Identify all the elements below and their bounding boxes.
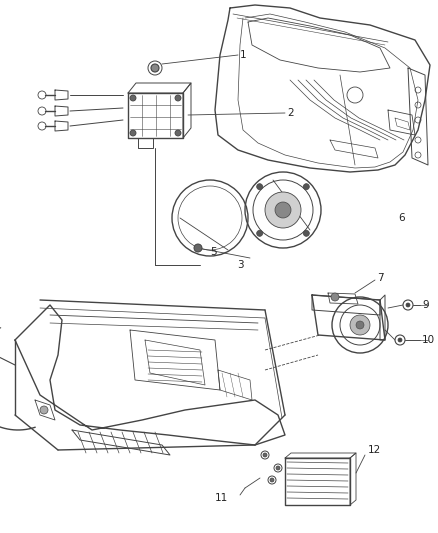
Circle shape	[406, 303, 410, 307]
Text: 6: 6	[398, 213, 405, 223]
Circle shape	[40, 406, 48, 414]
Text: 9: 9	[422, 300, 429, 310]
Circle shape	[350, 315, 370, 335]
Text: 11: 11	[215, 493, 228, 503]
Circle shape	[275, 202, 291, 218]
Circle shape	[265, 192, 301, 228]
Circle shape	[257, 230, 263, 236]
Text: 1: 1	[240, 50, 247, 60]
Circle shape	[263, 453, 267, 457]
Text: 3: 3	[237, 260, 244, 270]
Circle shape	[175, 130, 181, 136]
Circle shape	[151, 64, 159, 72]
Circle shape	[276, 466, 280, 470]
Circle shape	[270, 478, 274, 482]
Text: 7: 7	[377, 273, 384, 283]
Circle shape	[356, 321, 364, 329]
Circle shape	[175, 95, 181, 101]
Text: 5: 5	[210, 247, 217, 257]
Circle shape	[194, 244, 202, 252]
Circle shape	[130, 95, 136, 101]
Circle shape	[304, 184, 309, 190]
Circle shape	[130, 130, 136, 136]
Circle shape	[304, 230, 309, 236]
Circle shape	[398, 338, 402, 342]
Text: 10: 10	[422, 335, 435, 345]
Text: 2: 2	[287, 108, 293, 118]
Circle shape	[331, 293, 339, 301]
Circle shape	[257, 184, 263, 190]
Text: 12: 12	[368, 445, 381, 455]
